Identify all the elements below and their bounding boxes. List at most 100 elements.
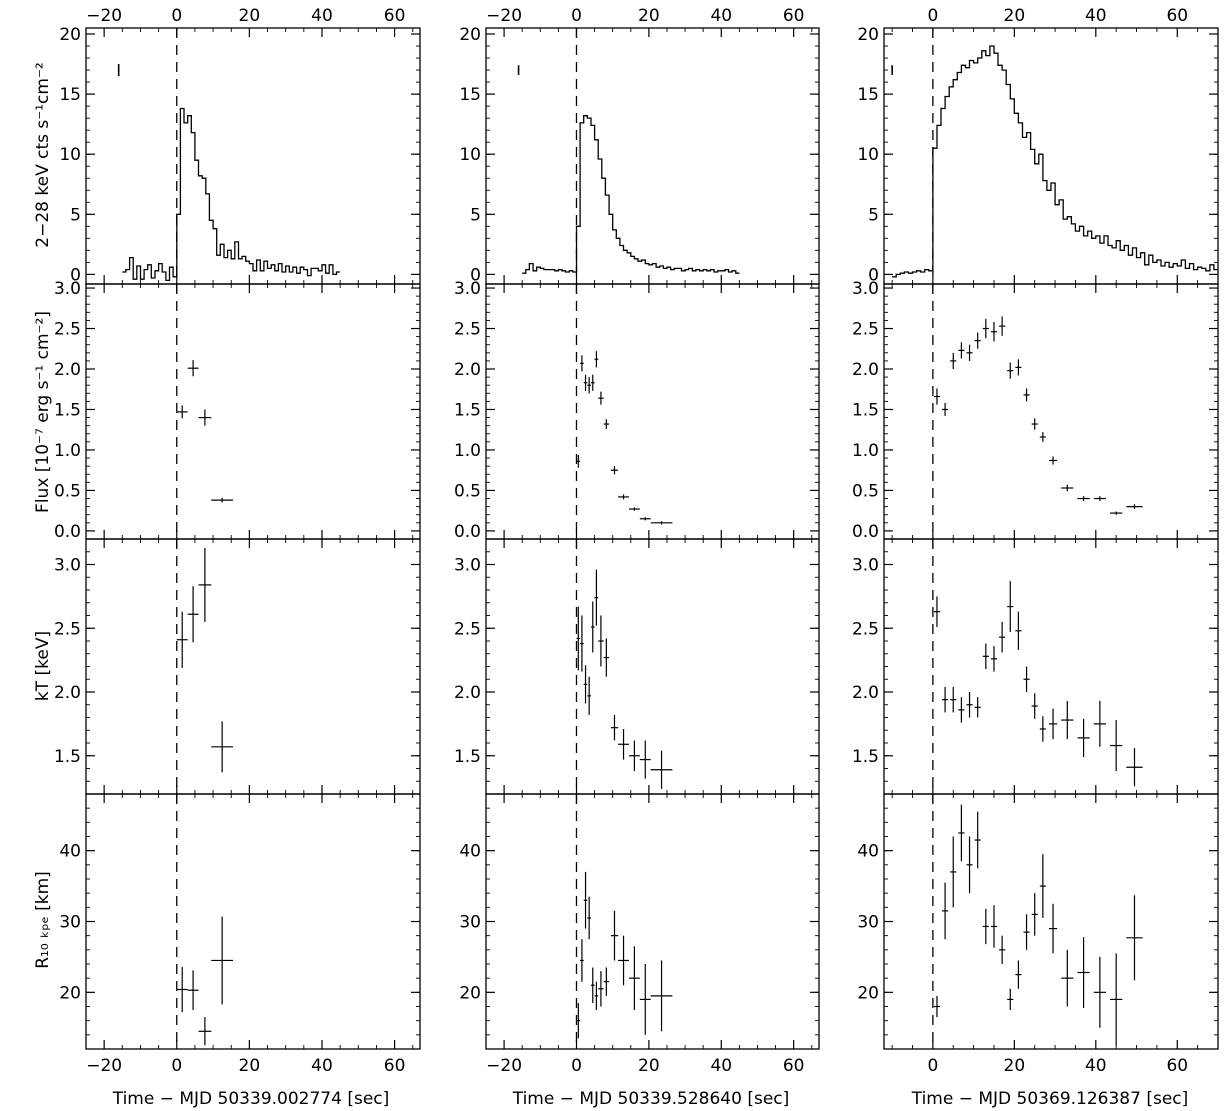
ytick-label-c0r3: 20 — [59, 983, 81, 1003]
ytick-label-c1r1: 1.5 — [454, 400, 481, 420]
ytick-label-c1r1: 2.5 — [454, 320, 481, 340]
xlabel-col1: Time − MJD 50339.002774 [sec] — [112, 1089, 390, 1109]
xtick-label-top-c1r0: −20 — [486, 6, 522, 26]
xtick-label-bottom-c1r3: −20 — [486, 1056, 522, 1076]
ytick-label-c1r0: 20 — [459, 25, 481, 45]
xtick-label-bottom-c1r3: 20 — [638, 1056, 660, 1076]
panel-frame-c1r2 — [485, 538, 820, 795]
ylabel-flux: Flux [10⁻⁷ erg s⁻¹ cm⁻²] — [33, 311, 53, 513]
ytick-label-c1r2: 2.0 — [454, 683, 481, 703]
xlabel-col2: Time − MJD 50339.528640 [sec] — [512, 1089, 790, 1109]
xtick-label-bottom-c0r3: 40 — [311, 1056, 333, 1076]
xtick-label-top-c2r0: 40 — [1085, 6, 1107, 26]
ytick-label-c2r2: 2.0 — [852, 683, 879, 703]
ytick-label-c0r0: 15 — [59, 85, 81, 105]
ytick-label-c0r0: 5 — [70, 205, 81, 225]
xtick-label-bottom-c1r3: 60 — [783, 1056, 805, 1076]
ytick-label-c2r3: 20 — [857, 983, 879, 1003]
ytick-label-c1r2: 1.5 — [454, 747, 481, 767]
panel-frame-c2r3 — [883, 793, 1219, 1050]
ytick-label-c0r1: 1.0 — [54, 441, 81, 461]
ytick-label-c0r1: 0.5 — [54, 481, 81, 501]
ytick-label-c2r1: 2.0 — [852, 360, 879, 380]
ytick-label-c0r2: 2.5 — [54, 619, 81, 639]
ytick-label-c1r3: 40 — [459, 842, 481, 862]
ytick-label-c2r1: 1.0 — [852, 441, 879, 461]
xtick-label-bottom-c2r3: 20 — [1004, 1056, 1026, 1076]
ytick-label-c0r2: 2.0 — [54, 683, 81, 703]
panel-frame-c2r2 — [883, 538, 1219, 795]
ytick-label-c0r2: 3.0 — [54, 556, 81, 576]
xtick-label-top-c0r0: 0 — [171, 6, 182, 26]
ytick-label-c0r0: 0 — [70, 265, 81, 285]
panel-frame-c1r1 — [485, 283, 820, 540]
xtick-label-bottom-c2r3: 0 — [927, 1056, 938, 1076]
xtick-label-top-c0r0: 40 — [311, 6, 333, 26]
ytick-label-c2r0: 15 — [857, 85, 879, 105]
ytick-label-c1r1: 2.0 — [454, 360, 481, 380]
ytick-label-c1r2: 3.0 — [454, 556, 481, 576]
ytick-label-c0r1: 2.5 — [54, 320, 81, 340]
panel-frame-c1r0 — [485, 27, 820, 285]
xtick-label-top-c0r0: 60 — [384, 6, 406, 26]
ytick-label-c1r0: 5 — [470, 205, 481, 225]
ylabel-radius: R₁₀ ₖₚₑ [km] — [33, 871, 53, 969]
ytick-label-c2r1: 1.5 — [852, 400, 879, 420]
ytick-label-c0r3: 30 — [59, 913, 81, 933]
panel-frame-c2r1 — [883, 283, 1219, 540]
xtick-label-bottom-c0r3: 20 — [239, 1056, 261, 1076]
ytick-label-c2r1: 0.5 — [852, 481, 879, 501]
xlabel-col3: Time − MJD 50369.126387 [sec] — [911, 1089, 1189, 1109]
ytick-label-c0r3: 40 — [59, 842, 81, 862]
panel-frame-c0r0 — [85, 27, 421, 285]
xtick-label-top-c2r0: 60 — [1166, 6, 1188, 26]
ytick-label-c2r1: 0.0 — [852, 522, 879, 542]
ylabel-kt: kT [keV] — [33, 631, 53, 701]
xtick-label-bottom-c0r3: 60 — [384, 1056, 406, 1076]
xtick-label-top-c2r0: 20 — [1004, 6, 1026, 26]
ytick-label-c2r3: 30 — [857, 913, 879, 933]
ytick-label-c0r0: 10 — [59, 145, 81, 165]
ytick-label-c2r1: 3.0 — [852, 279, 879, 299]
ytick-label-c2r2: 2.5 — [852, 619, 879, 639]
ytick-label-c2r0: 10 — [857, 145, 879, 165]
ytick-label-c1r0: 10 — [459, 145, 481, 165]
ytick-label-c2r1: 2.5 — [852, 320, 879, 340]
ytick-label-c0r2: 1.5 — [54, 747, 81, 767]
ytick-label-c2r2: 3.0 — [852, 556, 879, 576]
ytick-label-c1r3: 20 — [459, 983, 481, 1003]
xtick-label-top-c1r0: 20 — [638, 6, 660, 26]
ytick-label-c1r1: 0.5 — [454, 481, 481, 501]
ytick-label-c0r1: 0.0 — [54, 522, 81, 542]
ytick-label-c1r2: 2.5 — [454, 619, 481, 639]
ytick-label-c1r0: 0 — [470, 265, 481, 285]
ytick-label-c2r0: 0 — [868, 265, 879, 285]
ytick-label-c1r1: 0.0 — [454, 522, 481, 542]
ytick-label-c0r1: 1.5 — [54, 400, 81, 420]
ytick-label-c2r3: 40 — [857, 842, 879, 862]
xtick-label-bottom-c1r3: 0 — [571, 1056, 582, 1076]
ytick-label-c1r0: 15 — [459, 85, 481, 105]
xtick-label-top-c0r0: −20 — [86, 6, 122, 26]
ytick-label-c0r0: 20 — [59, 25, 81, 45]
ytick-label-c2r2: 1.5 — [852, 747, 879, 767]
panel-frame-c0r2 — [85, 538, 421, 795]
panel-frame-c0r3 — [85, 793, 421, 1050]
ytick-label-c1r1: 3.0 — [454, 279, 481, 299]
xtick-label-bottom-c2r3: 40 — [1085, 1056, 1107, 1076]
panel-frame-c2r0 — [883, 27, 1219, 285]
xtick-label-top-c1r0: 0 — [571, 6, 582, 26]
xtick-label-top-c2r0: 0 — [927, 6, 938, 26]
xtick-label-bottom-c1r3: 40 — [710, 1056, 732, 1076]
lightcurve-histogram-c2r0 — [892, 45, 1218, 278]
xtick-label-bottom-c0r3: 0 — [171, 1056, 182, 1076]
lightcurve-histogram-c1r0 — [522, 115, 740, 274]
ytick-label-c1r1: 1.0 — [454, 441, 481, 461]
ytick-label-c2r0: 20 — [857, 25, 879, 45]
ytick-label-c0r1: 3.0 — [54, 279, 81, 299]
xtick-label-top-c0r0: 20 — [239, 6, 261, 26]
panel-frame-c0r1 — [85, 283, 421, 540]
xtick-label-bottom-c2r3: 60 — [1166, 1056, 1188, 1076]
